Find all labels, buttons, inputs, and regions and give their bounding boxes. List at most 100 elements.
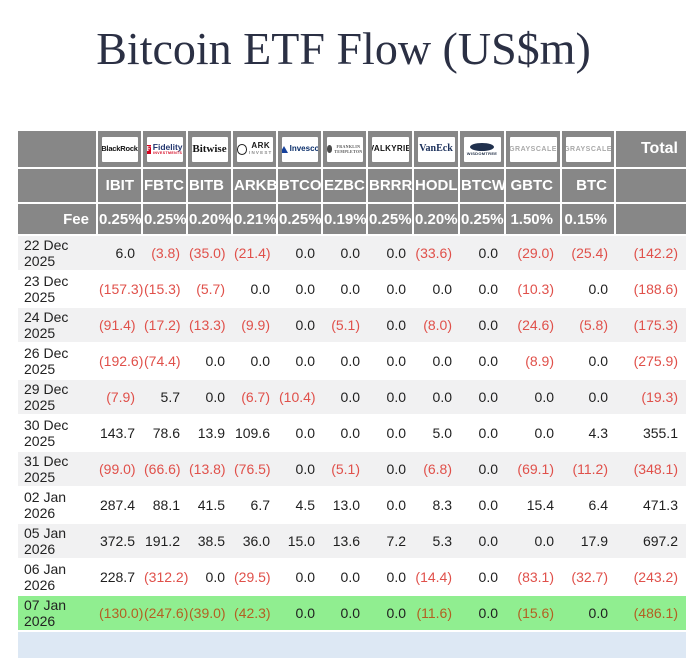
flow-value-brrr: 0.0 [368,488,414,522]
flow-value-brrr: 0.0 [368,560,414,594]
flow-value-hodl: (14.4) [414,560,460,594]
flow-value-brrr: 0.0 [368,452,414,486]
flow-value-bitb: (13.8) [188,452,233,486]
table-row: 31 Dec 2025 (99.0) (66.6) (13.8) (76.5) 0.0 (5… [18,452,686,486]
flow-value-ibit: (7.9) [98,380,143,414]
date-cell: 07 Jan 2026 [18,596,98,630]
wisdomtree-icon [470,142,494,151]
ticker-brrr: BRRR [368,169,414,202]
issuer-name: Fidelity [152,141,183,152]
flow-value-hodl: 0.0 [414,380,460,414]
flow-value-ezbc: 13.6 [323,524,368,558]
flow-value-btco: (10.4) [278,380,323,414]
total-value: (348.1) [616,452,686,486]
flow-value-btco: 0.0 [278,308,323,342]
ticker-btc: BTC [562,169,616,202]
flow-value-bitb: 0.0 [188,344,233,378]
flow-value-btc: 6.4 [562,488,616,522]
fee-bitb: 0.20% [188,204,233,234]
franklin-logo: FRANKLIN TEMPLETON [326,136,363,162]
table-row: 26 Dec 2025 (192.6) (74.4) 0.0 0.0 0.0 0.0 0.0 0… [18,344,686,378]
blackrock-logo: BlackRock [101,136,138,162]
table-row: 06 Jan 2026 228.7 (312.2) 0.0 (29.5) 0.0 0.0 0.… [18,560,686,594]
issuer-cell-hodl: VanEck [414,131,460,167]
issuer-name-stack: VALKYRIE [372,145,409,153]
ticker-hodl: HODL [414,169,460,202]
flow-value-hodl: 0.0 [414,344,460,378]
date-cell: 29 Dec 2025 [18,380,98,414]
flow-value-hodl: (6.8) [414,452,460,486]
flow-value-bitb: (39.0) [188,596,233,630]
date-cell: 05 Jan 2026 [18,524,98,558]
issuer-cell-ezbc: FRANKLIN TEMPLETON [323,131,368,167]
ticker-bitb: BITB [188,169,233,202]
flow-value-gbtc: (69.1) [506,452,562,486]
total-value: (486.1) [616,596,686,630]
flow-value-btcw: 0.0 [460,452,506,486]
flow-value-arkb: 6.7 [233,488,278,522]
flow-value-gbtc: (29.0) [506,236,562,270]
franklin-icon [326,145,333,153]
footer-strip-cell [98,632,143,658]
flow-value-hodl: 5.0 [414,416,460,450]
flow-value-gbtc: (83.1) [506,560,562,594]
footer-strip-cell [414,632,460,658]
flow-value-btco: 0.0 [278,596,323,630]
flow-value-ezbc: (5.1) [323,452,368,486]
flow-value-ibit: 143.7 [98,416,143,450]
flow-value-btc: (5.8) [562,308,616,342]
flow-value-ibit: (157.3) [98,272,143,306]
flow-value-fbtc: (312.2) [143,560,188,594]
footer-strip-cell [460,632,506,658]
flow-value-btc: 17.9 [562,524,616,558]
flow-value-fbtc: (247.6) [143,596,188,630]
issuer-subname: TEMPLETON [334,148,363,154]
flow-value-gbtc: (24.6) [506,308,562,342]
flow-value-ibit: (130.0) [98,596,143,630]
flow-value-ezbc: 0.0 [323,236,368,270]
ticker-arkb: ARKB [233,169,278,202]
fee-ibit: 0.25% [98,204,143,234]
flow-value-arkb: (9.9) [233,308,278,342]
date-cell: 22 Dec 2025 [18,236,98,270]
page-title: Bitcoin ETF Flow (US$m) [96,23,591,74]
flow-value-hodl: 5.3 [414,524,460,558]
flow-value-ibit: (91.4) [98,308,143,342]
flow-value-hodl: 8.3 [414,488,460,522]
flow-value-btcw: 0.0 [460,488,506,522]
fee-ezbc: 0.19% [323,204,368,234]
wisdomtree-logo: WISDOMTREE [463,136,501,162]
flow-value-btc: 0.0 [562,344,616,378]
issuer-name-stack: Bitwise [192,143,226,155]
flow-value-btco: 0.0 [278,452,323,486]
flow-value-gbtc: 0.0 [506,416,562,450]
flow-value-btc: 4.3 [562,416,616,450]
header-corner-cell [18,131,98,167]
issuer-name: GRAYSCALE [509,145,557,153]
footer-strip-cell [143,632,188,658]
footer-strip-row [18,632,686,658]
flow-value-ezbc: 13.0 [323,488,368,522]
issuer-name-stack: WISDOMTREE [467,151,498,156]
flow-value-btco: 0.0 [278,272,323,306]
footer-strip-cell [616,632,686,658]
total-value: 355.1 [616,416,686,450]
fee-label-cell: Fee [18,204,98,234]
fee-total-cell [616,204,686,234]
flow-value-hodl: (8.0) [414,308,460,342]
issuer-cell-fbtc: F Fidelity INVESTMENTS [143,131,188,167]
flow-value-brrr: 7.2 [368,524,414,558]
table-row: 29 Dec 2025 (7.9) 5.7 0.0 (6.7) (10.4) 0.0 0.0 0… [18,380,686,414]
flow-value-fbtc: (17.2) [143,308,188,342]
fee-row: Fee 0.25% 0.25% 0.20% 0.21% 0.25% 0.19% 0.25% 0.… [18,204,686,234]
ticker-total-cell [616,169,686,202]
date-cell: 30 Dec 2025 [18,416,98,450]
invesco-icon [281,145,288,153]
table-header: BlackRock F Fidelity INVESTMENTS Bitwise ARK I… [18,131,686,234]
issuer-name: FRANKLIN [336,143,361,149]
ticker-gbtc: GBTC [506,169,562,202]
flow-value-bitb: 0.0 [188,560,233,594]
flow-value-bitb: 0.0 [188,380,233,414]
flow-value-hodl: (11.6) [414,596,460,630]
table-row: 30 Dec 2025 143.7 78.6 13.9 109.6 0.0 0.0 0.0 5.… [18,416,686,450]
